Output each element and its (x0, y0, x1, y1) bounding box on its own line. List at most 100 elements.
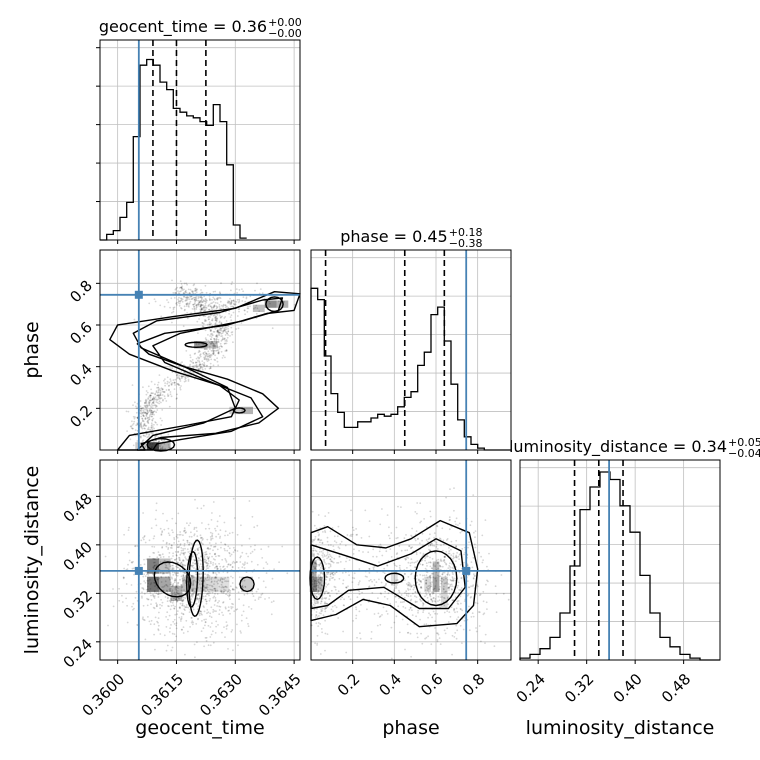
sample-point (206, 556, 209, 558)
sample-point (355, 528, 357, 530)
sample-point (180, 297, 183, 300)
sample-point (190, 621, 193, 624)
title-text: luminosity_distance = 0.34 (509, 437, 727, 457)
sample-point (178, 383, 180, 386)
sample-point (357, 583, 360, 586)
sample-point (172, 552, 175, 555)
sample-point (411, 561, 413, 564)
sample-point (186, 303, 189, 305)
sample-point (174, 551, 177, 553)
sample-point (199, 305, 202, 308)
sample-point (167, 444, 170, 446)
sample-point (158, 400, 161, 403)
sample-point (217, 297, 220, 300)
sample-point (201, 308, 203, 311)
sample-point (213, 595, 216, 598)
sample-point (414, 595, 416, 598)
sample-point (352, 620, 354, 622)
sample-point (175, 398, 178, 400)
sample-point (264, 586, 267, 589)
sample-point (210, 544, 213, 547)
sample-point (166, 519, 168, 522)
sample-point (139, 582, 142, 585)
sample-point (143, 573, 146, 576)
sample-point (161, 604, 163, 607)
sample-point (144, 417, 147, 420)
sample-point (415, 561, 417, 563)
sample-point (140, 413, 143, 415)
sample-point (200, 568, 203, 571)
sample-point (452, 567, 455, 569)
sample-point (183, 544, 186, 547)
sample-point (184, 547, 186, 550)
sample-point (195, 364, 198, 366)
sample-point (224, 543, 227, 546)
sample-point (142, 407, 145, 409)
sample-point (324, 530, 326, 532)
sample-point (386, 514, 389, 516)
x-tick-label: 0.40 (610, 670, 646, 706)
sample-point (201, 301, 204, 304)
sample-point (460, 602, 462, 605)
sample-point (153, 552, 156, 554)
sample-point (212, 301, 215, 303)
sample-point (229, 598, 231, 600)
sample-point (135, 411, 138, 414)
sample-point (163, 528, 166, 531)
sample-point (222, 303, 225, 306)
sample-point (216, 297, 219, 299)
sample-point (146, 436, 149, 439)
sample-point (485, 583, 487, 586)
sample-point (147, 417, 149, 419)
sample-point (217, 601, 219, 604)
sample-point (166, 644, 169, 647)
sample-point (194, 300, 197, 303)
histogram-luminosity_distance (519, 471, 720, 661)
sample-point (319, 539, 321, 542)
sample-point (453, 636, 456, 638)
sample-point (475, 627, 477, 629)
sample-point (215, 319, 218, 321)
sample-point (204, 300, 207, 302)
sample-point (157, 624, 160, 627)
sample-point (214, 290, 217, 293)
sample-point (192, 361, 195, 364)
sample-point (455, 554, 458, 557)
sample-point (181, 552, 184, 555)
sample-point (205, 602, 208, 605)
sample-point (225, 350, 228, 352)
sample-point (222, 329, 225, 332)
sample-point (188, 302, 191, 304)
sample-point (157, 394, 159, 397)
sample-point (457, 600, 460, 602)
sample-point (176, 584, 179, 586)
sample-point (160, 387, 163, 389)
sample-point (333, 549, 335, 551)
sample-point (149, 394, 152, 397)
sample-point (230, 326, 233, 329)
sample-point (192, 371, 195, 374)
sample-point (164, 596, 167, 598)
sample-point (378, 550, 381, 553)
sample-point (191, 564, 194, 567)
sample-point (344, 544, 347, 547)
sample-point (200, 542, 203, 545)
sample-point (468, 629, 471, 632)
sample-point (330, 608, 333, 611)
sample-point (140, 425, 143, 428)
sample-point (125, 410, 128, 413)
sample-point (485, 601, 488, 604)
sample-point (315, 592, 318, 595)
sample-point (112, 605, 115, 608)
sample-point (146, 420, 149, 423)
sample-point (200, 365, 202, 368)
sample-point (194, 289, 197, 292)
sample-point (439, 606, 442, 608)
sample-point (457, 584, 459, 587)
sample-point (368, 585, 371, 588)
sample-point (219, 316, 222, 319)
sample-point (172, 531, 174, 534)
sample-point (336, 562, 338, 564)
sample-point (211, 622, 213, 624)
sample-point (203, 348, 206, 350)
